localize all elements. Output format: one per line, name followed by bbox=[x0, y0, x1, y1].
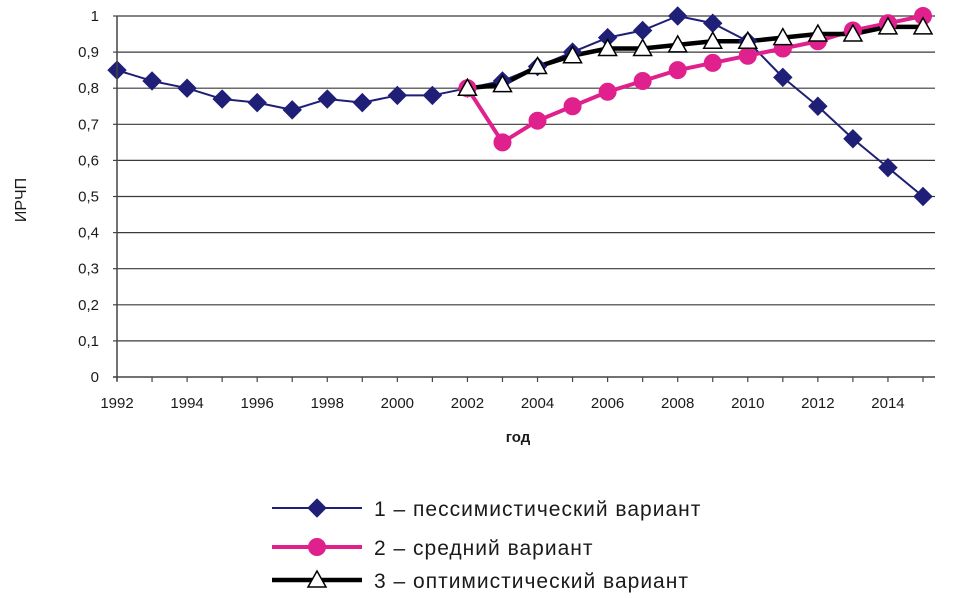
x-tick-label: 1998 bbox=[311, 395, 344, 412]
y-tick-label: 0,4 bbox=[78, 225, 99, 242]
data-point bbox=[177, 78, 197, 98]
y-axis-title: ИРЧП bbox=[13, 178, 30, 222]
x-axis-title: год bbox=[506, 429, 531, 446]
y-tick-label: 0,5 bbox=[78, 189, 99, 206]
x-tick-label: 2002 bbox=[451, 395, 484, 412]
y-tick-label: 0,7 bbox=[78, 116, 99, 133]
series-group bbox=[107, 6, 934, 207]
data-point bbox=[282, 100, 302, 120]
y-tick-label: 0,3 bbox=[78, 261, 99, 278]
x-tick-label: 2010 bbox=[731, 395, 764, 412]
data-point bbox=[702, 30, 724, 50]
y-tick-labels: 0 0,1 0,2 0,3 0,4 0,5 0,6 0,7 0,8 0,9 1 bbox=[78, 8, 117, 386]
data-point bbox=[773, 67, 793, 88]
data-point bbox=[308, 538, 326, 556]
y-tick-label: 0,2 bbox=[78, 297, 99, 314]
x-tick-label: 2014 bbox=[871, 395, 904, 412]
data-point bbox=[492, 74, 513, 93]
data-point bbox=[668, 61, 687, 80]
data-point bbox=[387, 85, 408, 106]
x-tick-label: 2006 bbox=[591, 395, 624, 412]
data-point bbox=[247, 92, 267, 113]
x-tick-label: 2008 bbox=[661, 395, 694, 412]
legend-item: 1 – пессимистический вариант bbox=[272, 498, 701, 521]
x-tick-label: 2004 bbox=[521, 395, 554, 412]
data-point bbox=[633, 71, 652, 90]
legend-label: 2 – средний вариант bbox=[374, 537, 593, 560]
legend-item: 3 – оптимистический вариант bbox=[272, 569, 689, 593]
data-point bbox=[878, 157, 898, 178]
x-tick-label: 1992 bbox=[100, 395, 133, 412]
data-point bbox=[737, 30, 759, 50]
data-point bbox=[808, 96, 828, 116]
data-point bbox=[352, 92, 373, 113]
data-point bbox=[563, 97, 582, 116]
data-point bbox=[913, 186, 933, 207]
y-tick-label: 0,6 bbox=[78, 152, 99, 169]
data-point bbox=[457, 77, 478, 96]
data-point bbox=[703, 53, 722, 72]
data-point bbox=[912, 16, 934, 35]
x-tick-label: 1996 bbox=[240, 395, 273, 412]
data-point bbox=[667, 6, 688, 26]
y-tick-label: 0,9 bbox=[78, 44, 99, 61]
data-point bbox=[772, 27, 794, 46]
y-tick-label: 0,1 bbox=[78, 333, 99, 350]
data-point bbox=[842, 23, 864, 42]
data-point bbox=[807, 23, 829, 42]
data-point bbox=[307, 498, 327, 518]
y-tick-label: 0 bbox=[91, 369, 99, 386]
data-point bbox=[142, 71, 162, 91]
data-point bbox=[562, 45, 583, 64]
data-point bbox=[306, 569, 328, 588]
series-3-markers bbox=[457, 16, 934, 96]
x-tick-label: 2012 bbox=[801, 395, 834, 412]
data-point bbox=[877, 16, 899, 35]
legend-label: 1 – пессимистический вариант bbox=[374, 498, 701, 521]
data-point bbox=[212, 89, 232, 109]
data-point bbox=[493, 133, 512, 152]
x-tick-label: 2000 bbox=[381, 395, 414, 412]
data-point bbox=[527, 56, 548, 75]
y-tick-label: 1 bbox=[91, 8, 99, 25]
x-tick-labels: 1992 1994 1996 1998 2000 2002 2004 2006 2008 2010… bbox=[100, 377, 924, 412]
data-point bbox=[738, 46, 757, 65]
legend: 1 – пессимистический вариант 2 – средний … bbox=[272, 498, 701, 593]
data-point bbox=[597, 37, 618, 57]
y-tick-label: 0,8 bbox=[78, 80, 99, 97]
data-point bbox=[528, 111, 547, 130]
data-point bbox=[422, 85, 443, 106]
data-point bbox=[632, 37, 653, 57]
data-point bbox=[843, 129, 863, 149]
legend-item: 2 – средний вариант bbox=[272, 537, 593, 560]
x-tick-label: 1994 bbox=[170, 395, 203, 412]
legend-label: 3 – оптимистический вариант bbox=[374, 570, 689, 593]
gridlines bbox=[117, 15, 935, 342]
data-point bbox=[598, 82, 617, 101]
data-point bbox=[667, 34, 688, 53]
data-point bbox=[317, 89, 337, 109]
